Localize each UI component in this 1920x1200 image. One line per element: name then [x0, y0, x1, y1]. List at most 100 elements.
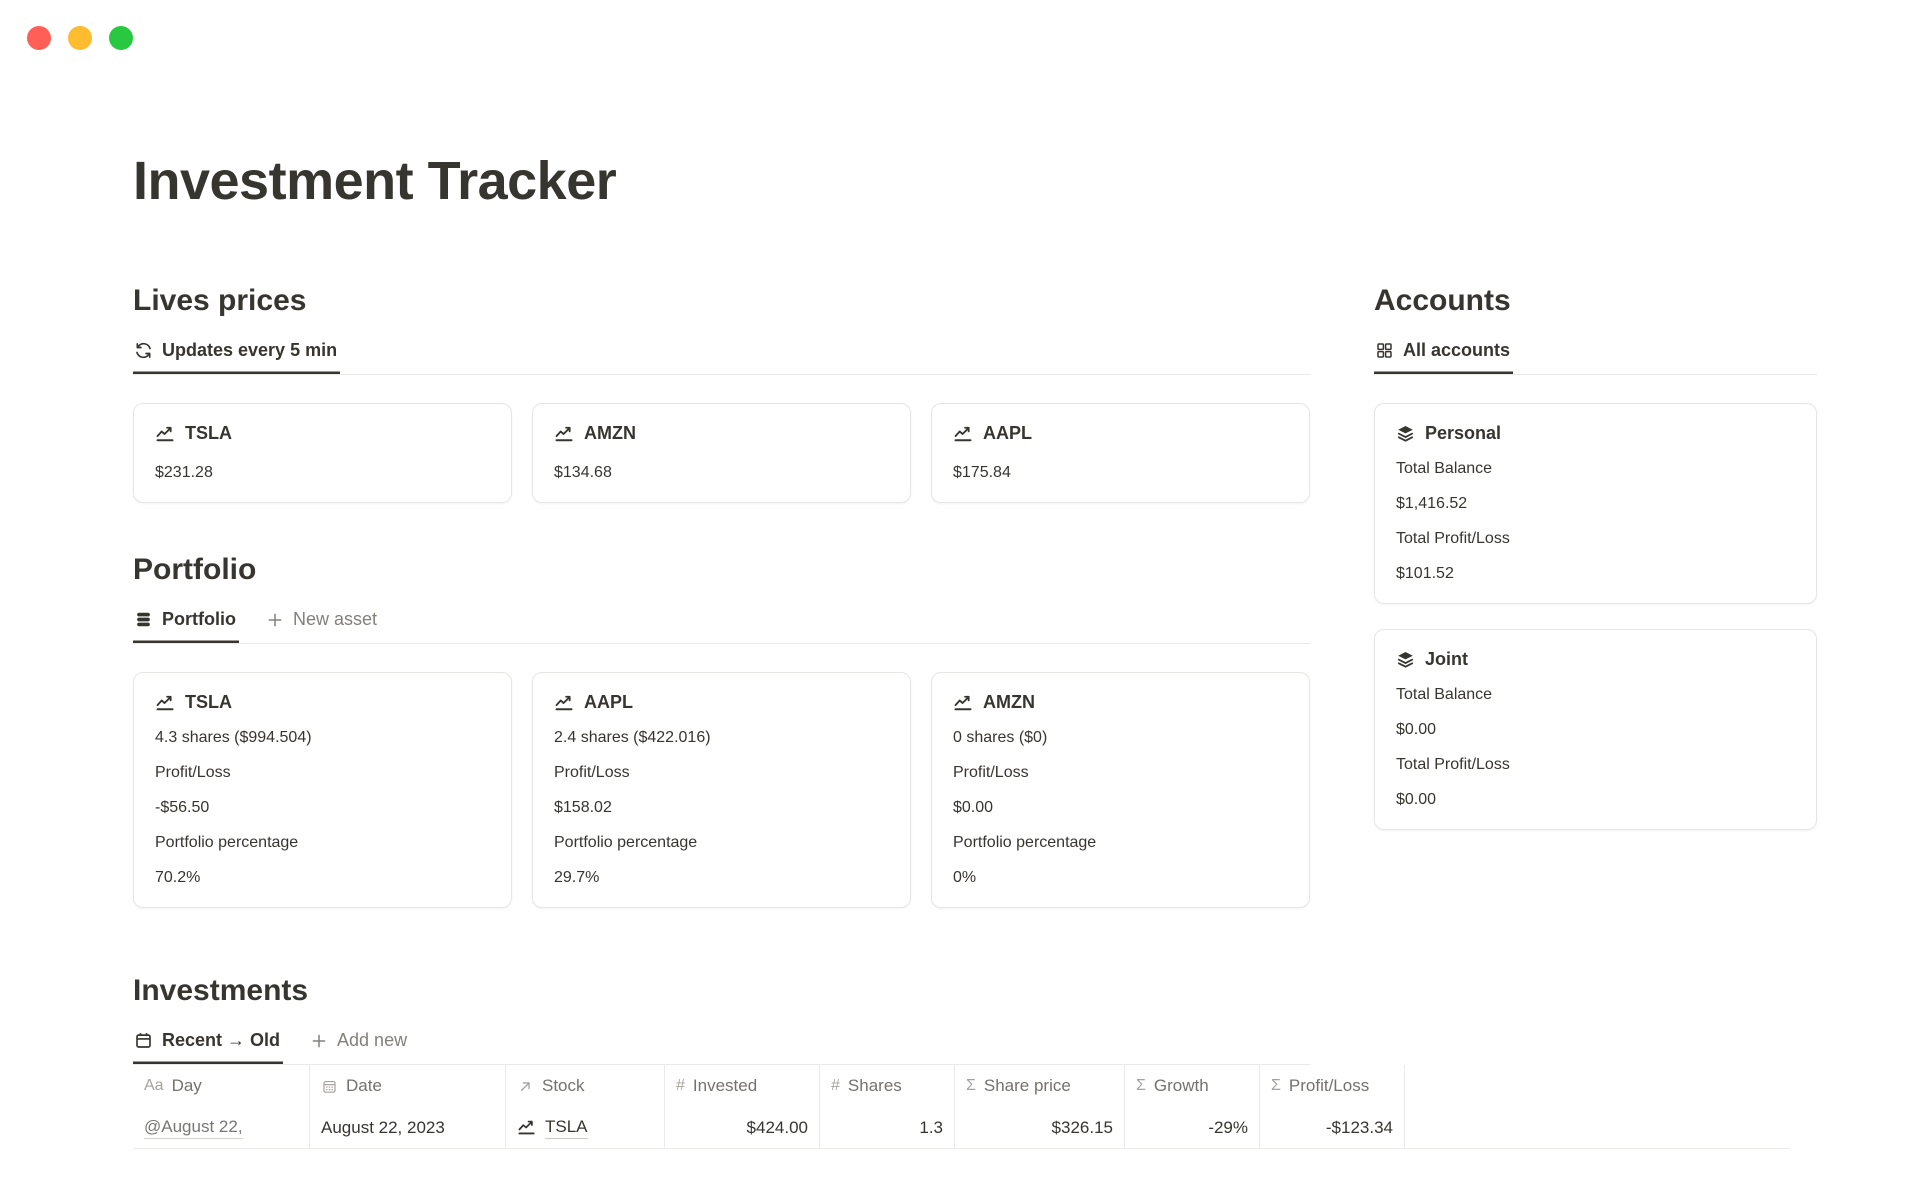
- profit-loss-label: Total Profit/Loss: [1396, 530, 1510, 547]
- number-property-icon: #: [831, 1077, 840, 1094]
- portfolio-card-tsla[interactable]: TSLA 4.3 shares ($994.504) Profit/Loss -…: [133, 672, 512, 908]
- cell-invested[interactable]: $424.00: [665, 1107, 820, 1148]
- cell-blank: [1405, 1107, 1790, 1148]
- tab-all-accounts[interactable]: All accounts: [1374, 332, 1513, 374]
- profit-loss-label: Profit/Loss: [953, 764, 1029, 781]
- column-label: Day: [171, 1076, 202, 1095]
- title-property-icon: Aa: [144, 1077, 164, 1094]
- profit-loss-value: $101.52: [1396, 565, 1454, 582]
- cell-date[interactable]: August 22, 2023: [310, 1107, 506, 1148]
- profit-loss-value: -$123.34: [1325, 1117, 1393, 1137]
- ticker: TSLA: [185, 423, 232, 443]
- calendar-icon: [323, 1080, 336, 1093]
- live-price-cards: TSLA $231.28 AMZN $134.68: [133, 403, 1310, 503]
- profit-loss-label: Profit/Loss: [554, 764, 630, 781]
- chart-up-icon: [555, 426, 573, 441]
- percentage-value: 0%: [953, 869, 977, 886]
- tab-label: Portfolio: [162, 609, 236, 629]
- tab-label: New asset: [293, 609, 378, 629]
- tab-add-new[interactable]: Add new: [309, 1022, 410, 1064]
- formula-property-icon: Σ: [1271, 1077, 1281, 1094]
- percentage-label: Portfolio percentage: [953, 834, 1097, 851]
- chart-up-icon: [954, 426, 972, 441]
- database-icon: [137, 612, 150, 627]
- table-row: @August 22, August 22, 2023 TSLA: [133, 1107, 1790, 1149]
- arrow-up-right-icon: [520, 1081, 530, 1091]
- cell-stock[interactable]: TSLA: [506, 1107, 665, 1148]
- column-header-stock[interactable]: Stock: [506, 1065, 665, 1107]
- cell-share-price[interactable]: $326.15: [955, 1107, 1125, 1148]
- date-mention[interactable]: @August 22,: [144, 1117, 243, 1139]
- zoom-button[interactable]: [109, 26, 133, 50]
- live-prices-heading: Lives prices: [133, 284, 307, 317]
- tab-label: Updates every 5 min: [162, 340, 338, 360]
- cell-shares[interactable]: 1.3: [820, 1107, 955, 1148]
- section-portfolio: Portfolio Portfolio New asset: [133, 553, 1310, 908]
- stock-ticker: TSLA: [545, 1117, 588, 1139]
- layers-icon: [1397, 425, 1414, 442]
- ticker: AMZN: [983, 692, 1035, 712]
- price-card-amzn[interactable]: AMZN $134.68: [532, 403, 911, 503]
- shares-value: 1.3: [919, 1117, 943, 1137]
- ticker: AAPL: [983, 423, 1032, 443]
- column-label: Growth: [1153, 1076, 1209, 1095]
- tab-updates-every-5-min[interactable]: Updates every 5 min: [133, 332, 340, 374]
- column-header-profit-loss[interactable]: Σ Profit/Loss: [1260, 1065, 1405, 1107]
- chart-up-icon: [156, 695, 174, 710]
- column-header-shares[interactable]: # Shares: [820, 1065, 955, 1107]
- cell-day[interactable]: @August 22,: [133, 1107, 310, 1148]
- shares: 4.3 shares ($994.504): [155, 729, 312, 746]
- balance-value: $0.00: [1396, 721, 1437, 738]
- tab-label: Add new: [337, 1030, 408, 1050]
- table-header-row: Aa Day Date Stock # In: [133, 1065, 1790, 1107]
- close-button[interactable]: [27, 26, 51, 50]
- column-label: Invested: [692, 1076, 758, 1095]
- tab-new-asset[interactable]: New asset: [265, 601, 380, 643]
- column-header-date[interactable]: Date: [310, 1065, 506, 1107]
- accounts-column: Accounts All accounts Personal Total Bal…: [1374, 284, 1817, 830]
- column-label: Share price: [983, 1076, 1071, 1095]
- column-header-day[interactable]: Aa Day: [133, 1065, 310, 1107]
- column-header-invested[interactable]: # Invested: [665, 1065, 820, 1107]
- investments-tabbar: Recent → Old Add new: [133, 1022, 1310, 1065]
- calendar-icon: [136, 1032, 151, 1048]
- stock-relation-link[interactable]: TSLA: [517, 1117, 588, 1139]
- column-label: Date: [346, 1076, 382, 1095]
- profit-loss-label: Profit/Loss: [155, 764, 231, 781]
- cell-growth[interactable]: -29%: [1125, 1107, 1260, 1148]
- account-card-personal[interactable]: Personal Total Balance $1,416.52 Total P…: [1374, 403, 1817, 604]
- investments-table: Aa Day Date Stock # In: [133, 1065, 1790, 1149]
- percentage-label: Portfolio percentage: [554, 834, 698, 851]
- chart-up-icon: [555, 695, 573, 710]
- ticker: AMZN: [584, 423, 636, 443]
- profit-loss-label: Total Profit/Loss: [1396, 756, 1510, 773]
- price-card-tsla[interactable]: TSLA $231.28: [133, 403, 512, 503]
- tab-recent-to-old[interactable]: Recent → Old: [133, 1022, 283, 1064]
- share-price-value: $326.15: [1051, 1117, 1113, 1137]
- column-header-growth[interactable]: Σ Growth: [1125, 1065, 1260, 1107]
- column-header-share-price[interactable]: Σ Share price: [955, 1065, 1125, 1107]
- tab-label: Recent → Old: [162, 1030, 281, 1050]
- column-header-blank: [1405, 1065, 1790, 1107]
- plus-icon: [268, 613, 282, 626]
- number-property-icon: #: [676, 1077, 685, 1094]
- tab-portfolio[interactable]: Portfolio: [133, 601, 239, 643]
- chart-up-icon: [518, 1120, 535, 1135]
- shares: 2.4 shares ($422.016): [554, 729, 711, 746]
- profit-loss-value: $158.02: [554, 799, 612, 816]
- cell-profit-loss[interactable]: -$123.34: [1260, 1107, 1405, 1148]
- ticker: TSLA: [185, 692, 232, 712]
- percentage-value: 70.2%: [155, 869, 201, 886]
- chart-up-icon: [954, 695, 972, 710]
- account-card-joint[interactable]: Joint Total Balance $0.00 Total Profit/L…: [1374, 629, 1817, 830]
- sync-icon: [136, 342, 151, 359]
- chart-up-icon: [156, 426, 174, 441]
- portfolio-heading: Portfolio: [133, 553, 257, 586]
- portfolio-card-amzn[interactable]: AMZN 0 shares ($0) Profit/Loss $0.00 Por…: [931, 672, 1310, 908]
- portfolio-card-aapl[interactable]: AAPL 2.4 shares ($422.016) Profit/Loss $…: [532, 672, 911, 908]
- profit-loss-value: $0.00: [1396, 791, 1437, 808]
- price-card-aapl[interactable]: AAPL $175.84: [931, 403, 1310, 503]
- grid-icon: [1377, 343, 1392, 358]
- minimize-button[interactable]: [68, 26, 92, 50]
- investments-heading: Investments: [133, 974, 309, 1007]
